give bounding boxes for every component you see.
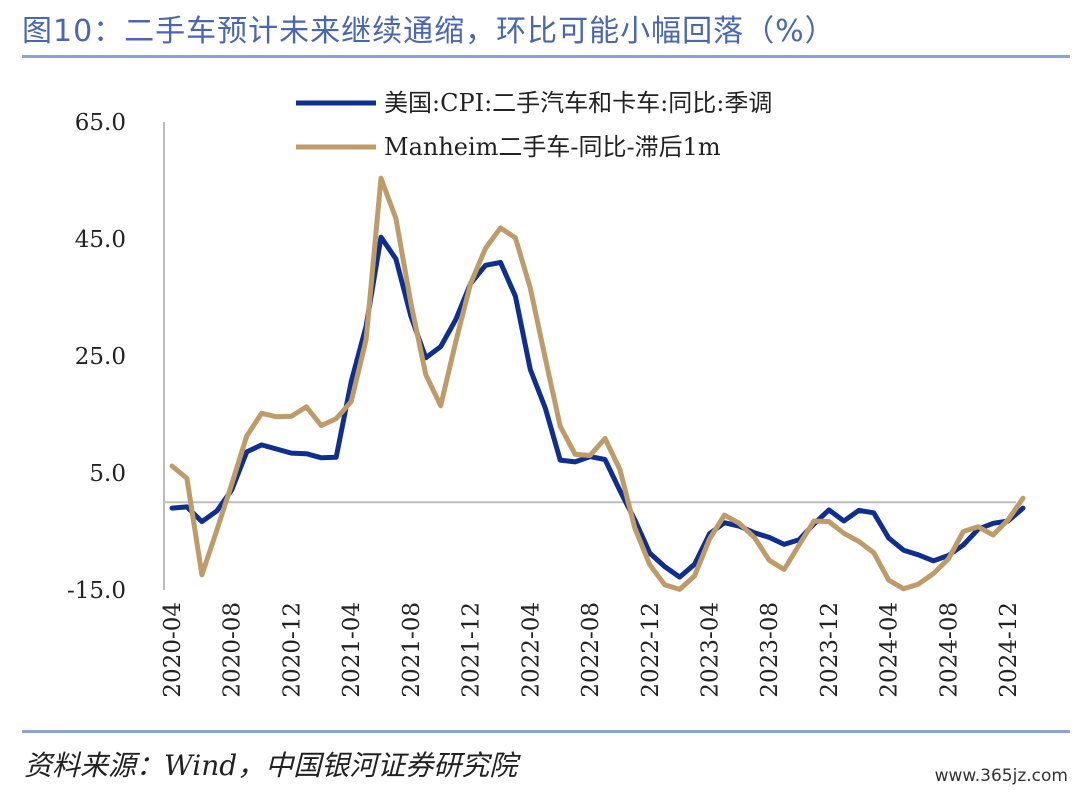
y-tick-label: 25.0 <box>75 344 126 370</box>
y-tick-label: -15.0 <box>67 578 126 604</box>
y-axis-ticks: 65.0 45.0 25.0 5.0 -15.0 <box>67 110 126 604</box>
series-line-cpi-used-cars <box>169 234 1026 580</box>
source-note: 资料来源：Wind，中国银河证券研究院 <box>24 749 518 782</box>
x-tick-label: 2021-04 <box>339 602 365 698</box>
title-rule <box>22 55 1070 58</box>
x-tick-label: 2024-08 <box>936 602 962 698</box>
footer-rule <box>22 730 1070 733</box>
x-tick-label: 2020-08 <box>220 602 246 698</box>
x-tick-label: 2022-12 <box>638 602 664 698</box>
watermark: www.365jz.com <box>934 766 1068 786</box>
x-tick-label: 2023-12 <box>817 602 843 698</box>
x-tick-label: 2020-04 <box>160 602 186 698</box>
x-tick-label: 2022-08 <box>578 602 604 698</box>
legend: 美国:CPI:二手汽车和卡车:同比:季调 Manheim二手车-同比-滞后1m <box>296 89 772 161</box>
x-axis-ticks: 2020-04 2020-08 2020-12 2021-04 2021-08 2021-… <box>160 602 1022 698</box>
x-tick-label: 2021-08 <box>399 602 425 698</box>
x-tick-label: 2024-12 <box>996 602 1022 698</box>
series-line-manheim <box>169 175 1026 592</box>
figure-title: 图10：二手车预计未来继续通缩，环比可能小幅回落（%） <box>22 14 836 49</box>
y-tick-label: 5.0 <box>89 461 126 487</box>
x-tick-label: 2021-12 <box>459 602 485 698</box>
series-lines <box>169 175 1026 592</box>
x-tick-label: 2024-04 <box>877 602 903 698</box>
y-tick-label: 45.0 <box>75 227 126 253</box>
legend-label-cpi: 美国:CPI:二手汽车和卡车:同比:季调 <box>384 89 772 117</box>
axes <box>163 122 1016 590</box>
y-tick-label: 65.0 <box>75 110 126 136</box>
x-tick-label: 2023-04 <box>697 602 723 698</box>
x-tick-label: 2020-12 <box>279 602 305 698</box>
legend-label-manheim: Manheim二手车-同比-滞后1m <box>384 133 721 161</box>
line-chart: 65.045.025.05.0-15.0 2020-04 2020-08 2020-… <box>67 89 1026 698</box>
x-tick-label: 2022-04 <box>518 602 544 698</box>
x-tick-label: 2023-08 <box>757 602 783 698</box>
